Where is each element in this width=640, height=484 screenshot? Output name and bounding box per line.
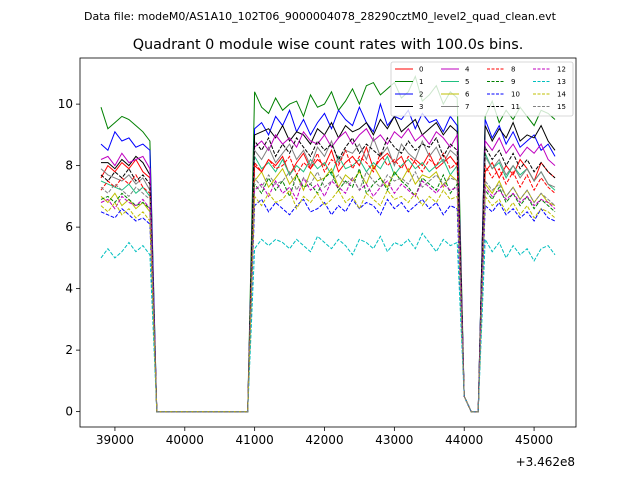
y-tick-label: 4	[65, 282, 73, 296]
legend-label-12: 12	[557, 66, 566, 74]
legend-label-1: 1	[419, 78, 423, 86]
chart-title: Quadrant 0 module wise count rates with …	[133, 37, 524, 53]
legend-label-9: 9	[511, 78, 515, 86]
chart-suptitle: Data file: modeM0/AS1A10_102T06_90000040…	[84, 10, 557, 23]
legend-label-0: 0	[419, 66, 423, 74]
x-tick-label: 45000	[515, 433, 553, 447]
y-tick-label: 6	[65, 220, 73, 234]
series-line-15	[100, 170, 556, 413]
series-line-13	[100, 232, 556, 413]
y-axis: 0 2 4 6 8 10	[58, 97, 80, 419]
legend-label-6: 6	[465, 91, 470, 99]
legend-label-3: 3	[419, 103, 423, 111]
plot-area	[100, 74, 556, 413]
legend-label-13: 13	[557, 78, 566, 86]
y-tick-label: 2	[65, 343, 73, 357]
x-tick-label: 41000	[236, 433, 274, 447]
legend-label-5: 5	[465, 78, 469, 86]
y-tick-label: 8	[65, 159, 73, 173]
x-tick-label: 44000	[445, 433, 483, 447]
x-tick-label: 42000	[305, 433, 343, 447]
legend-label-14: 14	[557, 91, 566, 99]
x-offset-text: +3.462e8	[516, 455, 575, 469]
y-tick-label: 0	[65, 405, 73, 419]
x-tick-label: 40000	[166, 433, 204, 447]
legend-label-2: 2	[419, 91, 423, 99]
legend-label-11: 11	[511, 103, 520, 111]
legend-frame	[390, 61, 574, 117]
x-tick-label: 43000	[375, 433, 413, 447]
y-tick-label: 10	[58, 97, 73, 111]
legend-label-7: 7	[465, 103, 469, 111]
x-tick-label: 39000	[96, 433, 134, 447]
x-axis: 39000 40000 41000 42000 43000 44000 45000	[96, 427, 553, 447]
axes-frame	[79, 57, 577, 428]
legend-label-8: 8	[511, 66, 515, 74]
legend-label-15: 15	[557, 103, 566, 111]
legend-label-10: 10	[511, 91, 520, 99]
legend-label-4: 4	[465, 66, 470, 74]
